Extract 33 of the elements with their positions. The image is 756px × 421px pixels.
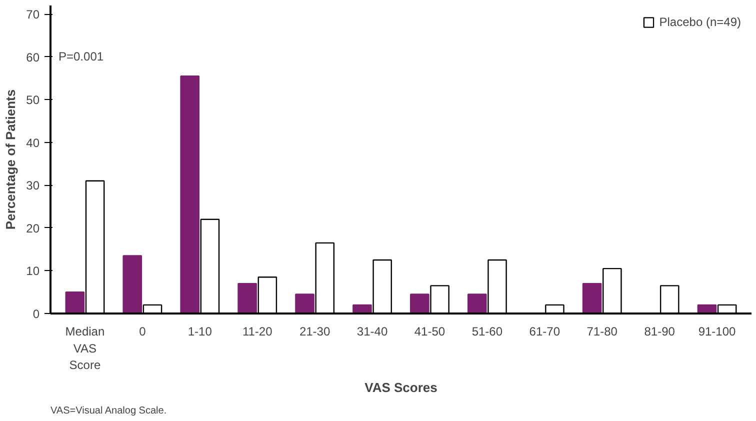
y-axis-title: Percentage of Patients xyxy=(3,89,18,230)
bar xyxy=(410,294,430,314)
bar xyxy=(582,282,602,314)
y-tick-label: 30 xyxy=(26,178,40,193)
y-tick-label: 40 xyxy=(26,136,40,150)
x-axis-title: VAS Scores xyxy=(364,380,438,396)
bar xyxy=(122,255,142,314)
x-tick-label: Median VAS Score xyxy=(65,324,105,372)
y-tick-label: 70 xyxy=(26,8,40,22)
bar xyxy=(65,292,85,314)
y-tick-label: 60 xyxy=(26,50,40,64)
bar xyxy=(467,294,487,314)
x-tick-label: 71-80 xyxy=(586,324,618,338)
y-tick-label: 10 xyxy=(26,264,40,278)
x-tick-label: 41-50 xyxy=(414,324,446,338)
text: VAS=Visual Analog Scale. xyxy=(50,406,167,416)
x-tick-label: 31-40 xyxy=(356,324,388,338)
x-tick-label: 91-100 xyxy=(698,324,736,338)
x-tick-label: 11-20 xyxy=(242,324,273,338)
legend-label: Placebo (n=49) xyxy=(659,15,741,29)
x-tick-label: 0 xyxy=(139,324,146,338)
bar xyxy=(180,75,200,314)
x-tick-label: 51-60 xyxy=(472,324,503,338)
y-tick-label: 50 xyxy=(26,93,40,108)
x-tick-label: 81-90 xyxy=(644,324,676,338)
y-tick-label: 0 xyxy=(32,307,40,321)
bar xyxy=(238,282,257,314)
x-tick-label: 21-30 xyxy=(299,324,330,338)
x-tick-label: 61-70 xyxy=(529,324,560,338)
x-tick-label: 1-10 xyxy=(188,324,212,338)
y-tick-label: 20 xyxy=(26,221,40,236)
bar xyxy=(295,294,314,314)
annotation: P=0.001 xyxy=(58,50,104,64)
